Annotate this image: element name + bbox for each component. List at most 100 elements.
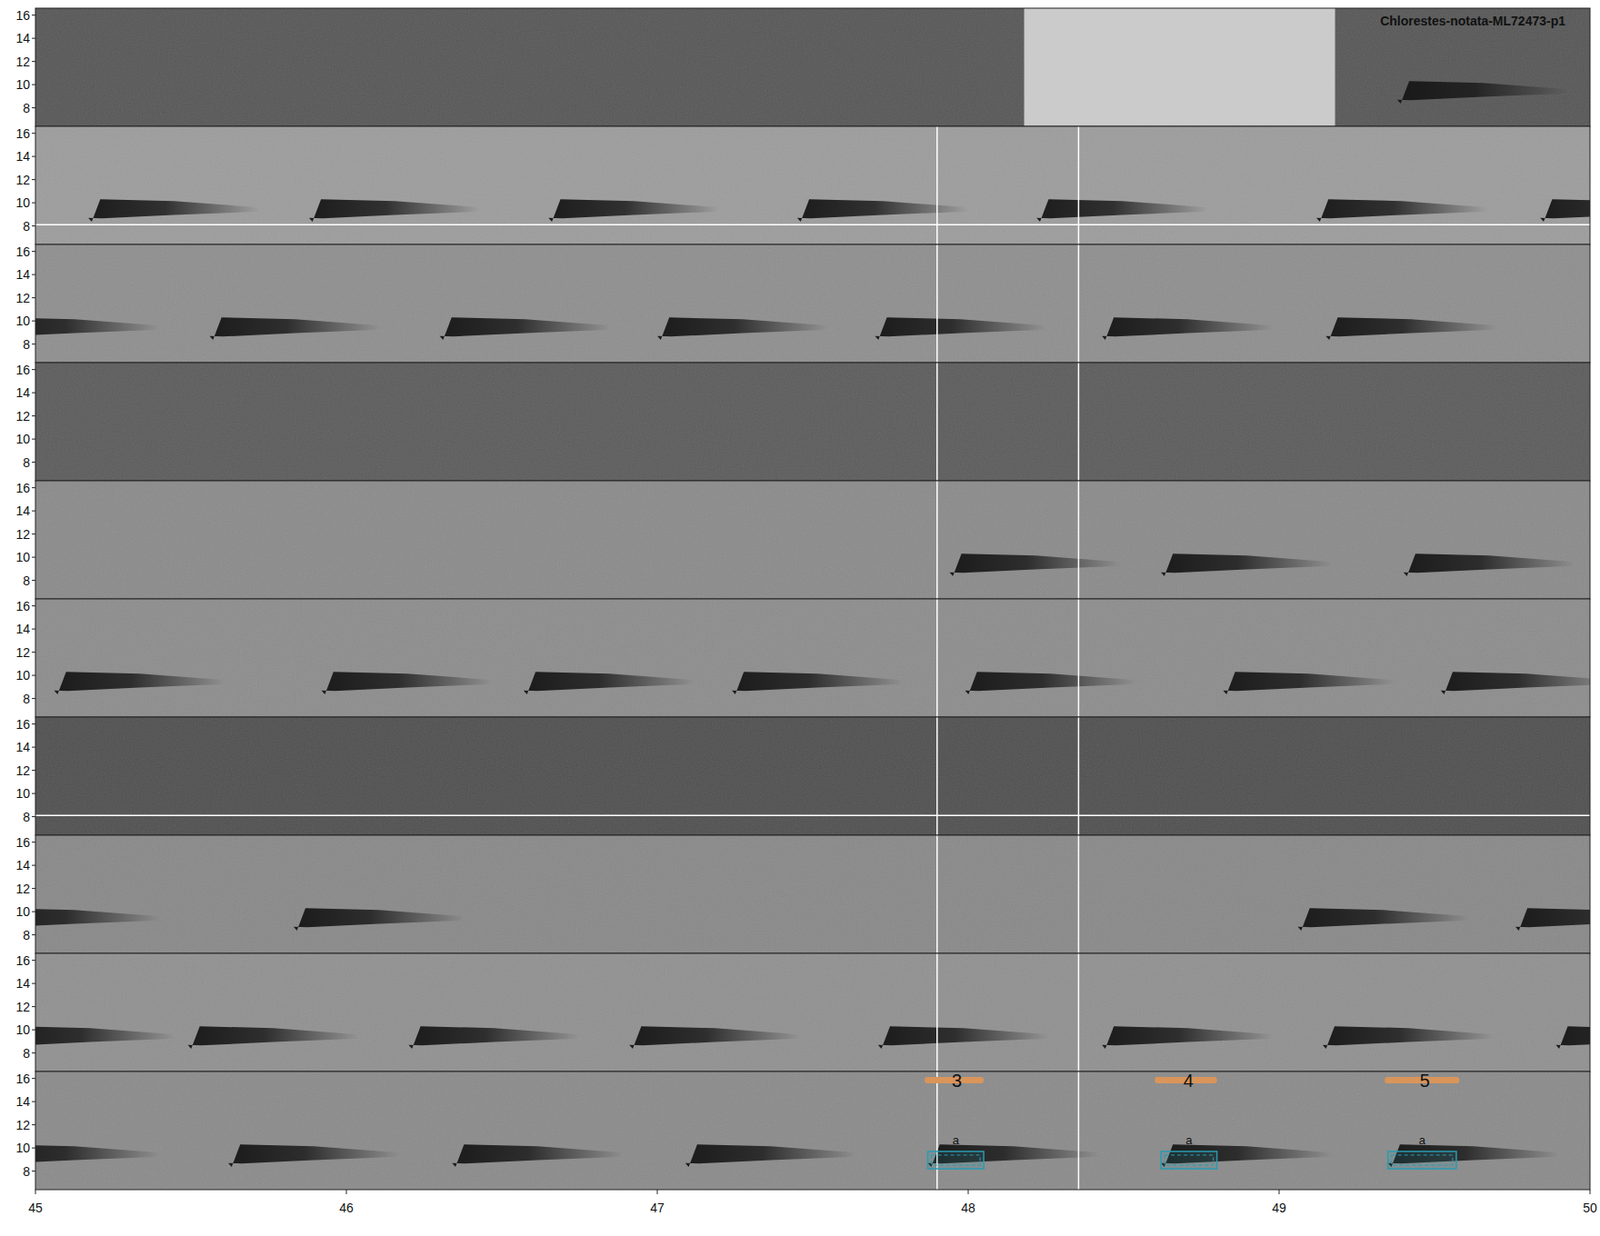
y-tick-label: 14 bbox=[15, 385, 30, 400]
call bbox=[210, 317, 381, 340]
noise bbox=[35, 599, 1590, 718]
row-background bbox=[35, 244, 1590, 363]
segment-label: 4 bbox=[1183, 1070, 1194, 1091]
call bbox=[1403, 553, 1575, 577]
call bbox=[657, 317, 829, 340]
call bbox=[731, 671, 903, 695]
row-marks bbox=[35, 244, 1590, 363]
call bbox=[440, 317, 611, 340]
row-background bbox=[35, 1071, 1590, 1190]
time-cursor bbox=[1078, 362, 1080, 481]
y-tick bbox=[31, 793, 36, 795]
time-cursor bbox=[1078, 717, 1080, 836]
row-marks bbox=[35, 835, 1590, 954]
y-tick bbox=[31, 1006, 36, 1008]
row-frame bbox=[35, 1071, 1590, 1190]
y-tick-label: 16 bbox=[15, 480, 30, 496]
row-background bbox=[35, 362, 1590, 481]
y-tick-label: 10 bbox=[15, 1022, 30, 1038]
row-marks bbox=[35, 480, 1590, 600]
y-tick-label: 14 bbox=[15, 267, 30, 282]
y-tick bbox=[31, 461, 36, 463]
box-label: a bbox=[1185, 1133, 1193, 1148]
y-tick bbox=[31, 225, 36, 227]
y-tick bbox=[31, 983, 36, 985]
time-cursor bbox=[936, 244, 939, 363]
title: Chlorestes-notata-ML72473-p1 bbox=[1380, 13, 1566, 29]
noise bbox=[35, 1071, 1590, 1190]
call bbox=[35, 1144, 160, 1168]
y-tick bbox=[31, 841, 36, 843]
segment-label: 3 bbox=[951, 1070, 962, 1091]
y-tick bbox=[31, 698, 36, 700]
y-tick-label: 12 bbox=[15, 1000, 30, 1015]
row-frame bbox=[35, 835, 1590, 954]
noise bbox=[35, 362, 1590, 481]
spectrogram-chart: 8101214168101214168101214168101214168101… bbox=[0, 0, 1600, 1236]
y-tick-label: 10 bbox=[15, 904, 30, 920]
call bbox=[1440, 671, 1590, 695]
row-frame bbox=[35, 126, 1590, 245]
time-cursor bbox=[936, 599, 939, 718]
call bbox=[1316, 199, 1488, 222]
time-cursor bbox=[1078, 953, 1080, 1072]
y-tick-label: 14 bbox=[15, 1094, 30, 1110]
y-tick-label: 8 bbox=[22, 928, 30, 943]
call bbox=[1036, 199, 1208, 222]
y-tick-label: 16 bbox=[15, 599, 30, 614]
y-tick-label: 12 bbox=[15, 1118, 30, 1133]
y-tick-label: 10 bbox=[15, 550, 30, 565]
time-cursor bbox=[936, 362, 939, 481]
call bbox=[54, 671, 226, 695]
y-tick-label: 8 bbox=[22, 455, 30, 470]
y-tick bbox=[31, 651, 36, 653]
y-tick-label: 10 bbox=[15, 313, 30, 329]
box-label: a bbox=[1419, 1133, 1427, 1148]
y-tick-label: 14 bbox=[15, 503, 30, 519]
row-background bbox=[35, 835, 1590, 954]
row-frame bbox=[35, 362, 1590, 481]
time-cursor bbox=[1078, 1071, 1080, 1190]
x-tick bbox=[1279, 1190, 1280, 1195]
y-tick-label: 12 bbox=[15, 645, 30, 660]
call bbox=[874, 317, 1046, 340]
time-cursor bbox=[936, 953, 939, 1072]
y-tick-label: 8 bbox=[22, 573, 30, 589]
y-tick bbox=[31, 274, 36, 276]
y-tick-label: 12 bbox=[15, 527, 30, 542]
y-tick bbox=[31, 723, 36, 725]
time-cursor bbox=[1078, 835, 1080, 954]
y-tick bbox=[31, 369, 36, 370]
y-tick bbox=[31, 415, 36, 417]
y-tick-label: 14 bbox=[15, 858, 30, 873]
y-tick bbox=[31, 1030, 36, 1031]
noise bbox=[35, 126, 1590, 245]
row-background bbox=[35, 717, 1590, 836]
x-tick-label: 47 bbox=[650, 1200, 665, 1216]
row-frame bbox=[35, 953, 1590, 1072]
y-tick-label: 14 bbox=[15, 621, 30, 637]
call bbox=[629, 1026, 800, 1050]
annotation-box-inner bbox=[1164, 1155, 1214, 1166]
time-cursor bbox=[1078, 244, 1080, 363]
y-tick bbox=[31, 605, 36, 607]
y-tick bbox=[31, 1124, 36, 1126]
y-tick bbox=[31, 60, 36, 62]
call bbox=[1397, 80, 1569, 104]
noise bbox=[35, 480, 1590, 600]
x-tick-label: 46 bbox=[339, 1200, 354, 1216]
call bbox=[35, 1026, 176, 1050]
x-tick bbox=[1590, 1190, 1591, 1195]
y-tick bbox=[31, 297, 36, 299]
y-tick bbox=[31, 320, 36, 322]
y-tick-label: 8 bbox=[22, 810, 30, 825]
time-cursor bbox=[936, 480, 939, 600]
y-tick-label: 10 bbox=[15, 786, 30, 801]
y-tick bbox=[31, 747, 36, 749]
y-tick bbox=[31, 156, 36, 158]
y-tick-label: 14 bbox=[15, 976, 30, 991]
noise bbox=[35, 244, 1590, 363]
call bbox=[1325, 317, 1497, 340]
y-tick-label: 10 bbox=[15, 431, 30, 447]
time-cursor bbox=[1078, 126, 1080, 245]
